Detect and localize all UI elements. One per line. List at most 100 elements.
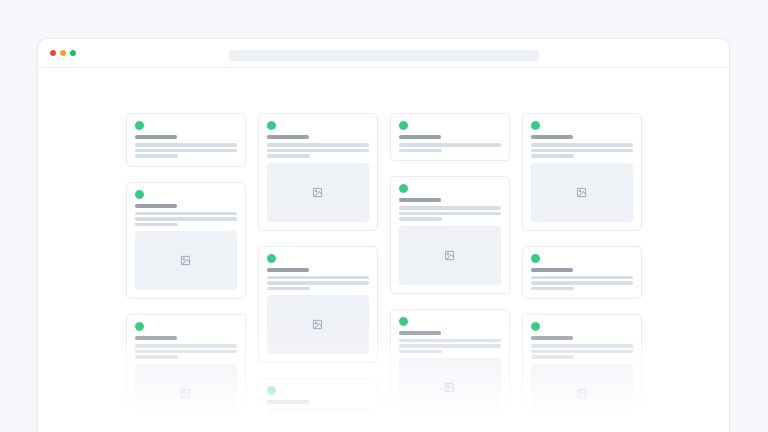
avatar-dot [134, 189, 144, 199]
text-line [530, 275, 633, 279]
title-line [398, 330, 441, 335]
avatar-dot [266, 121, 276, 130]
image-placeholder [398, 225, 501, 285]
text-line [398, 206, 501, 210]
text-line-short [398, 349, 442, 353]
title-line [530, 135, 573, 139]
feed-column [389, 113, 510, 432]
skeleton-card[interactable] [521, 245, 642, 299]
minimize-button[interactable] [60, 50, 66, 56]
skeleton-card[interactable] [257, 113, 378, 231]
card-grid [125, 113, 642, 432]
traffic-lights [50, 39, 76, 67]
skeleton-card[interactable] [257, 245, 378, 363]
image-placeholder [134, 363, 237, 423]
text-line-short [266, 286, 310, 290]
title-line [398, 135, 441, 139]
image-placeholder [530, 162, 633, 222]
text-line [266, 143, 369, 147]
avatar-dot [530, 121, 540, 130]
skeleton-card[interactable] [521, 113, 642, 231]
image-placeholder [266, 295, 369, 354]
text-line [266, 275, 369, 279]
text-line-short [398, 217, 442, 221]
avatar-dot [530, 322, 540, 331]
avatar-dot [134, 121, 144, 130]
text-line [530, 143, 633, 147]
skeleton-card[interactable] [257, 378, 378, 432]
title-line [398, 198, 441, 202]
text-line [134, 143, 237, 147]
image-placeholder [266, 427, 369, 432]
text-line [530, 344, 633, 348]
text-line [134, 344, 237, 348]
text-line-short [134, 154, 178, 158]
skeleton-card[interactable] [389, 308, 510, 426]
text-line [530, 281, 633, 285]
text-line [134, 217, 237, 221]
avatar-dot [398, 121, 408, 130]
text-line [398, 211, 501, 215]
text-line-short [134, 355, 178, 359]
title-line [530, 336, 573, 340]
title-line [134, 135, 177, 139]
image-icon [180, 255, 191, 266]
text-line [530, 349, 633, 353]
skeleton-card[interactable] [125, 314, 246, 432]
image-icon [312, 319, 323, 330]
image-icon [444, 250, 455, 261]
text-line-short [266, 154, 310, 158]
image-placeholder [398, 358, 501, 417]
text-line [266, 413, 369, 417]
text-line-short [530, 355, 574, 359]
browser-header [38, 39, 729, 68]
text-line [398, 143, 501, 147]
title-line [134, 336, 177, 340]
address-bar[interactable] [228, 50, 539, 61]
avatar-dot [266, 386, 276, 395]
text-line-short [530, 286, 574, 290]
feed-column [125, 113, 246, 432]
avatar-dot [530, 253, 540, 263]
text-line [398, 338, 501, 342]
title-line [530, 267, 573, 272]
close-button[interactable] [50, 50, 56, 56]
text-line-short [266, 419, 310, 423]
text-line [134, 211, 237, 215]
text-line [398, 344, 501, 348]
title-line [266, 135, 309, 139]
feed-column [521, 113, 642, 432]
text-line [266, 408, 369, 412]
image-icon [444, 382, 455, 393]
image-placeholder [134, 231, 237, 290]
image-icon [180, 388, 191, 399]
skeleton-card[interactable] [521, 314, 642, 432]
skeleton-card[interactable] [389, 113, 510, 161]
skeleton-card[interactable] [389, 176, 510, 294]
browser-content [38, 68, 729, 432]
text-line-short [134, 222, 178, 226]
avatar-dot [266, 253, 276, 263]
text-line [530, 148, 633, 152]
skeleton-card[interactable] [125, 181, 246, 299]
text-line [266, 148, 369, 152]
maximize-button[interactable] [70, 50, 76, 56]
skeleton-card[interactable] [125, 113, 246, 167]
title-line [266, 267, 309, 272]
title-line [266, 400, 309, 404]
avatar-dot [398, 184, 408, 193]
avatar-dot [134, 322, 144, 331]
image-placeholder [266, 162, 369, 222]
image-icon [576, 187, 587, 198]
text-line-short [398, 148, 442, 152]
text-line [266, 281, 369, 285]
browser-window [37, 38, 730, 432]
feed-column [257, 113, 378, 432]
title-line [134, 203, 177, 208]
avatar-dot [398, 316, 408, 326]
text-line-short [530, 154, 574, 158]
image-placeholder [530, 363, 633, 423]
image-icon [312, 187, 323, 198]
text-line [134, 148, 237, 152]
